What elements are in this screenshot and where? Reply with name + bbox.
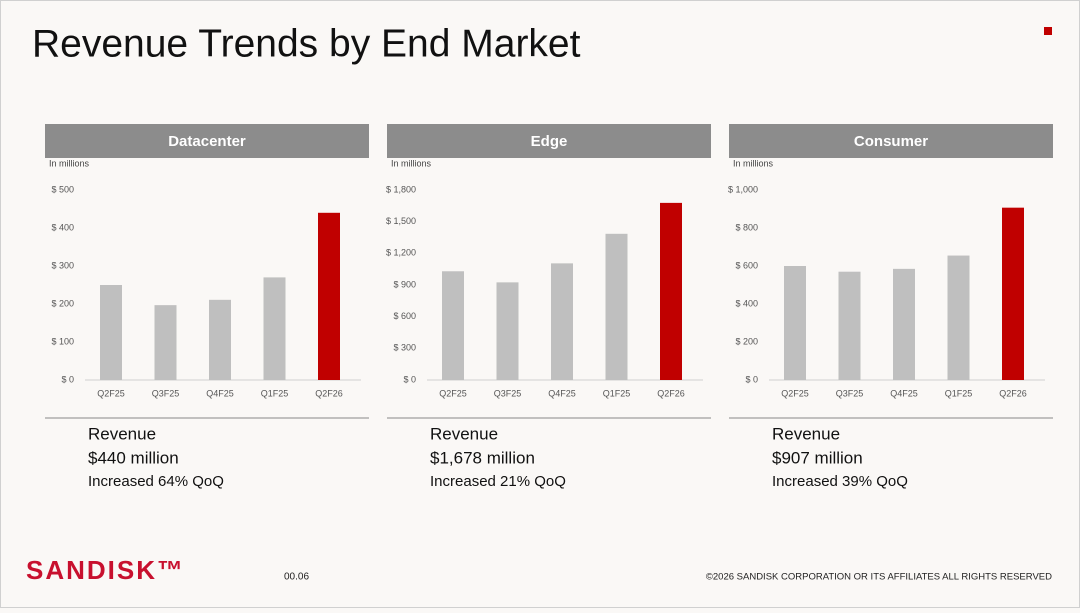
x-tick-label: Q3F25 (836, 388, 864, 398)
bar (496, 282, 519, 380)
bar (893, 268, 915, 380)
panel-header (387, 124, 711, 158)
slide-title: Revenue Trends by End Market (32, 22, 581, 65)
bar (100, 285, 122, 380)
x-tick-label: Q2F25 (97, 388, 125, 398)
y-tick-label: $ 0 (61, 374, 74, 384)
y-tick-label: $ 300 (51, 260, 74, 270)
y-tick-label: $ 100 (51, 336, 74, 346)
bar (1002, 207, 1024, 380)
logo: SANDISK™ (26, 555, 185, 585)
x-tick-label: Q3F25 (152, 388, 180, 398)
bar (318, 212, 340, 380)
bar (154, 305, 177, 380)
units-label: In millions (49, 158, 90, 168)
y-tick-label: $ 1,500 (386, 216, 416, 226)
y-tick-label: $ 0 (745, 374, 758, 384)
bar (605, 233, 628, 380)
x-tick-label: Q1F25 (603, 388, 631, 398)
summary-label: Revenue (430, 424, 498, 443)
units-label: In millions (733, 158, 774, 168)
summary-change: Increased 39% QoQ (772, 473, 908, 490)
bar (947, 255, 970, 380)
accent-square (1044, 27, 1052, 35)
bar (660, 202, 682, 380)
y-tick-label: $ 200 (735, 336, 758, 346)
summary-amount: $440 million (88, 448, 179, 467)
summary-label: Revenue (88, 424, 156, 443)
summary-amount: $907 million (772, 448, 863, 467)
y-tick-label: $ 200 (51, 298, 74, 308)
summary-label: Revenue (772, 424, 840, 443)
y-tick-label: $ 0 (403, 374, 416, 384)
bar (784, 266, 806, 380)
bar (442, 271, 464, 380)
y-tick-label: $ 500 (51, 184, 74, 194)
bar (263, 277, 286, 380)
page-number: 00.06 (284, 572, 309, 583)
x-tick-label: Q2F25 (781, 388, 809, 398)
y-tick-label: $ 800 (735, 222, 758, 232)
summary-change: Increased 64% QoQ (88, 473, 224, 490)
x-tick-label: Q3F25 (494, 388, 522, 398)
panel-header (729, 124, 1053, 158)
summary-change: Increased 21% QoQ (430, 473, 566, 490)
units-label: In millions (391, 158, 432, 168)
y-tick-label: $ 300 (393, 343, 416, 353)
y-tick-label: $ 1,800 (386, 184, 416, 194)
x-tick-label: Q2F26 (999, 388, 1027, 398)
summary-amount: $1,678 million (430, 448, 535, 467)
bar (209, 299, 231, 380)
bar (551, 263, 573, 380)
x-tick-label: Q4F25 (890, 388, 918, 398)
y-tick-label: $ 400 (735, 298, 758, 308)
x-tick-label: Q4F25 (548, 388, 576, 398)
x-tick-label: Q2F26 (315, 388, 343, 398)
panel-title: Consumer (854, 133, 928, 150)
x-tick-label: Q1F25 (261, 388, 289, 398)
x-tick-label: Q4F25 (206, 388, 234, 398)
panel-title: Datacenter (168, 133, 246, 150)
y-tick-label: $ 1,000 (728, 184, 758, 194)
x-tick-label: Q2F25 (439, 388, 467, 398)
y-tick-label: $ 1,200 (386, 248, 416, 258)
panel-title: Edge (531, 133, 568, 150)
x-tick-label: Q1F25 (945, 388, 973, 398)
y-tick-label: $ 400 (51, 222, 74, 232)
y-tick-label: $ 600 (393, 311, 416, 321)
y-tick-label: $ 600 (735, 260, 758, 270)
y-tick-label: $ 900 (393, 279, 416, 289)
copyright: ©2026 SANDISK CORPORATION OR ITS AFFILIA… (706, 572, 1052, 583)
x-tick-label: Q2F26 (657, 388, 685, 398)
bar (838, 271, 861, 380)
panel-header (45, 124, 369, 158)
